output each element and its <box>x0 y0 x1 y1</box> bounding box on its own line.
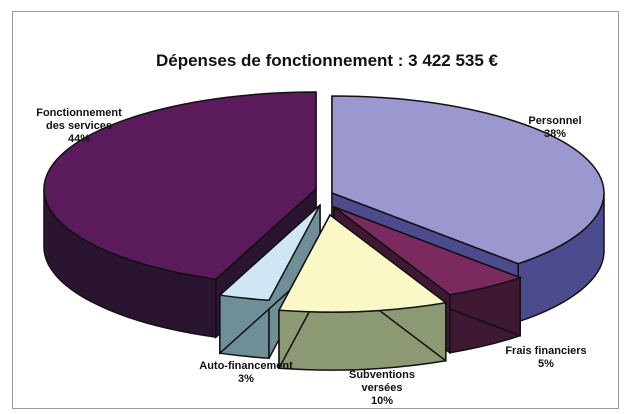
label-frais-line1: Frais financiers <box>505 345 586 357</box>
label-auto: Auto-financement 3% <box>199 360 293 385</box>
label-subventions: Subventions versées 10% <box>349 369 415 407</box>
label-fonctionnement-line2: des services <box>46 120 112 132</box>
label-personnel: Personnel 38% <box>528 115 581 140</box>
pie-chart: Dépenses de fonctionnement : 3 422 535 €… <box>36 51 605 407</box>
label-fonctionnement-line1: Fonctionnement <box>36 107 122 119</box>
slice-auto-financement <box>218 204 321 302</box>
label-auto-pct: 3% <box>238 373 254 385</box>
slice-fonctionnement-des-services <box>43 91 317 280</box>
chart-title: Dépenses de fonctionnement : 3 422 535 € <box>156 51 499 70</box>
label-subventions-pct: 10% <box>371 395 393 407</box>
label-personnel-pct: 38% <box>544 128 566 140</box>
label-subventions-line1: Subventions <box>349 369 415 381</box>
label-personnel-line1: Personnel <box>528 115 581 127</box>
slice-subventions-versees <box>277 213 448 313</box>
slice-personnel <box>331 95 605 265</box>
label-fonctionnement-pct: 44% <box>68 133 90 145</box>
chart-frame: Dépenses de fonctionnement : 3 422 535 €… <box>12 11 619 409</box>
label-frais-pct: 5% <box>538 358 554 370</box>
label-subventions-line2: versées <box>362 382 403 394</box>
label-frais: Frais financiers 5% <box>505 345 586 370</box>
label-auto-line1: Auto-financement <box>199 360 293 372</box>
label-fonctionnement: Fonctionnement des services 44% <box>36 107 122 145</box>
slice-frais-financiers <box>333 206 523 296</box>
